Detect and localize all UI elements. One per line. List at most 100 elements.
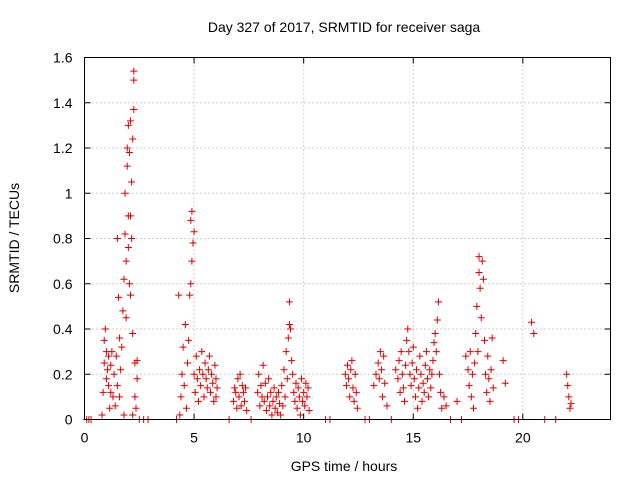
data-point [133,375,141,383]
data-point [475,268,483,276]
data-point [472,330,480,338]
data-point [271,404,279,412]
data-point [264,393,272,401]
data-point [462,352,470,360]
data-point [563,370,571,378]
data-point [128,235,136,242]
data-point [417,370,425,378]
data-point [426,366,434,374]
data-point [269,397,277,405]
grid-lines [84,57,611,420]
data-point [375,375,383,383]
data-point [291,397,299,405]
data-point [199,370,207,378]
data-point [400,397,408,405]
data-point [383,402,391,410]
data-point [486,397,494,405]
data-point [428,370,436,378]
data-point [404,325,412,333]
data-point [353,404,361,412]
data-point [187,216,195,224]
data-point [99,388,107,396]
data-point [350,397,358,405]
data-point [197,382,205,390]
data-point [288,357,296,365]
y-tick-label: 0.6 [53,276,73,292]
data-point [287,325,295,333]
x-tick-label: 5 [190,430,198,446]
data-point [416,352,424,360]
data-point [129,330,137,338]
data-point [262,406,270,414]
data-point [240,397,248,405]
data-point [440,393,448,401]
data-point [176,411,184,419]
data-point [121,189,129,197]
data-point [232,388,240,396]
data-point [432,348,440,356]
data-point [295,393,303,401]
data-point [123,144,131,152]
data-point [114,293,122,301]
data-point [205,352,213,360]
data-point [130,67,138,75]
data-point [422,348,430,356]
data-point [405,348,413,356]
data-point [299,397,307,405]
data-point [272,393,280,401]
data-point [282,348,290,356]
data-point [105,352,113,360]
data-point [346,393,354,401]
data-point [477,314,485,322]
data-point [207,388,215,396]
data-point [292,379,300,387]
data-point [279,402,287,410]
x-tick-label: 15 [405,430,421,446]
data-point [122,314,130,322]
data-point [398,370,406,378]
data-point [189,239,197,247]
data-point [352,388,360,396]
data-point [419,379,427,387]
data-point [349,384,357,392]
data-point [203,384,211,392]
data-point [283,375,291,383]
data-point [464,366,472,374]
data-point [475,253,483,261]
data-point [185,336,193,344]
data-point [468,370,476,378]
data-point [530,330,538,338]
data-point [101,325,109,333]
data-point [242,384,250,392]
axis-ticks: 0 0.2 0.4 0.6 0.8 1 1.2 1.4 1.6 0 5 10 15 20 [53,50,611,446]
data-point [266,402,274,410]
data-point [499,357,507,365]
data-point [193,375,201,383]
data-point [125,149,133,157]
data-point [107,361,115,369]
data-point [179,343,187,351]
data-point [420,388,428,396]
data-point [127,212,135,220]
data-point [379,393,387,401]
data-point [431,330,439,338]
data-point [125,280,133,288]
x-tick-label: 20 [515,430,531,446]
y-tick-label: 0.4 [53,321,73,337]
data-point [116,334,124,342]
data-point [397,348,405,356]
data-point [345,375,353,383]
data-point [133,357,141,365]
data-point [377,366,385,374]
data-point [301,402,309,410]
data-point [270,384,278,392]
data-point [102,375,110,383]
x-tick-label: 10 [296,430,312,446]
data-point [98,411,106,419]
data-point [188,207,196,215]
data-point [235,393,243,401]
data-point [267,388,275,396]
data-point [257,382,265,390]
data-point [124,121,132,129]
